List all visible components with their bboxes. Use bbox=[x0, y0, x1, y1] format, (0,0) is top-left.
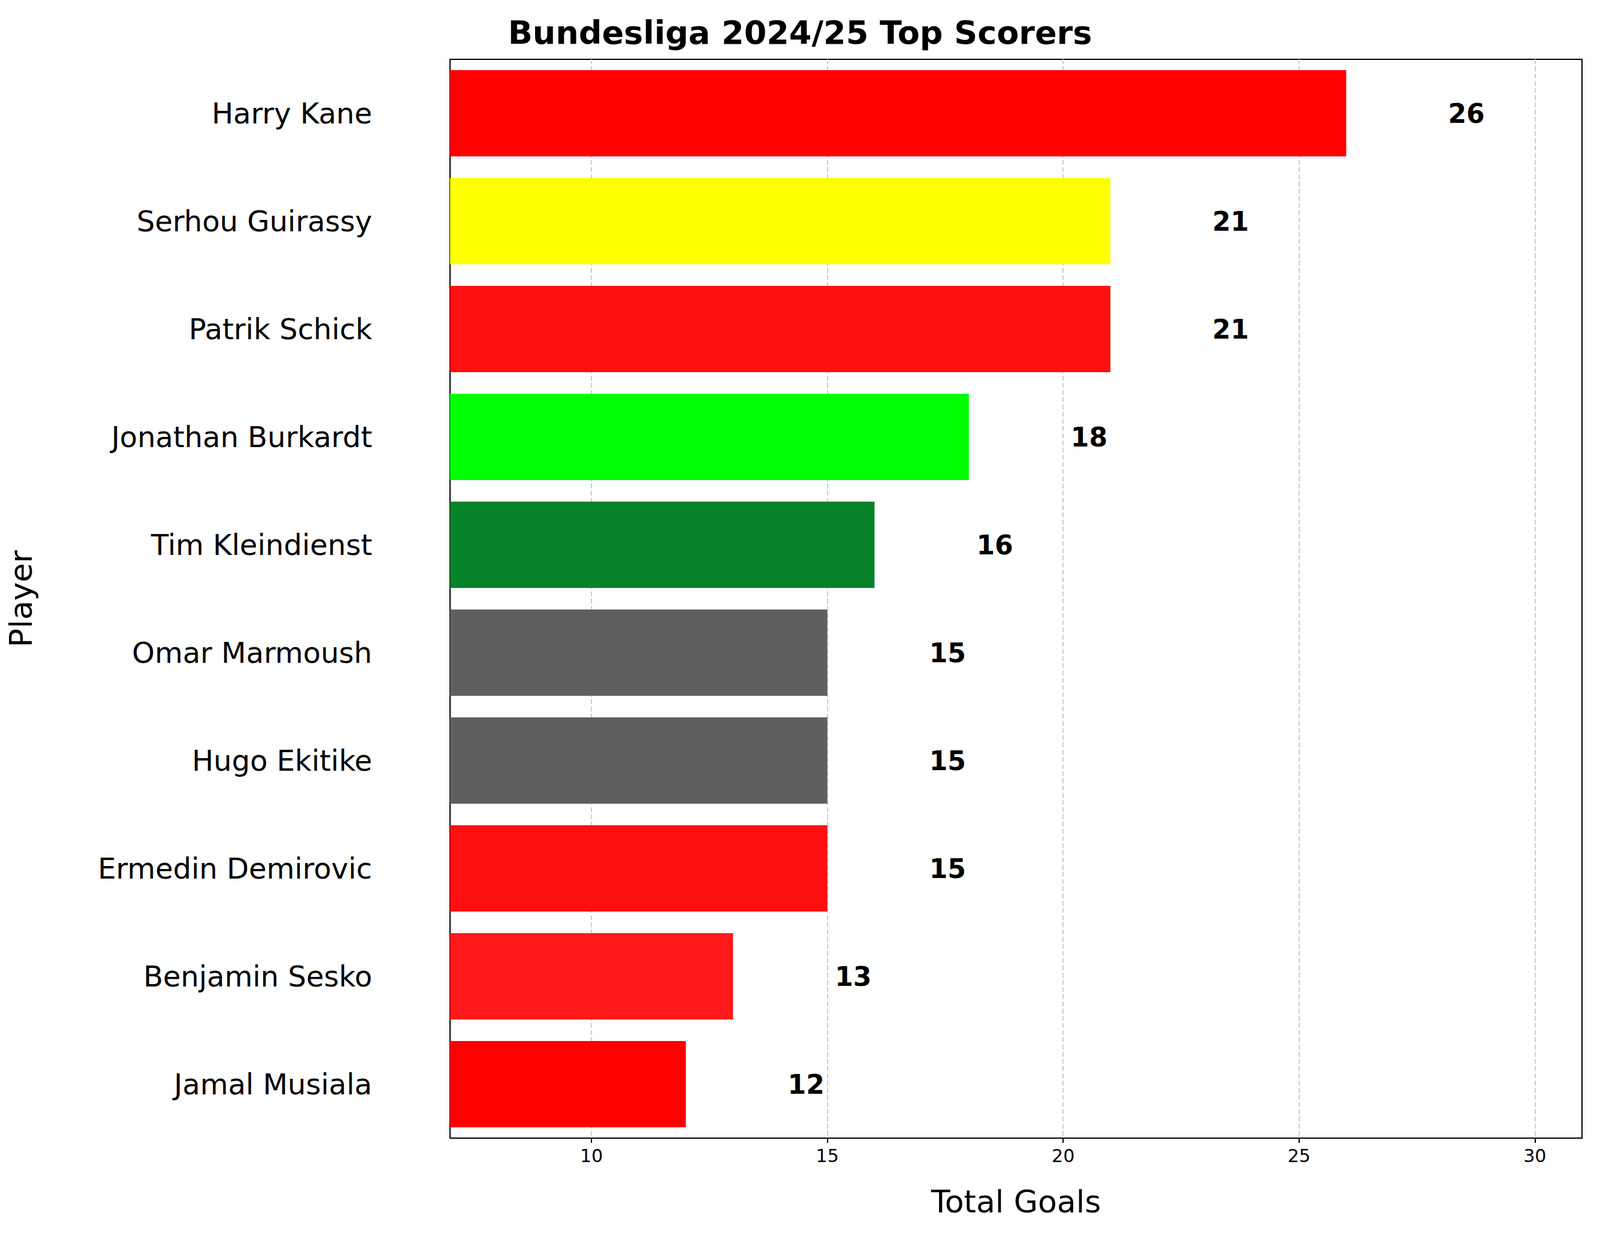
svg-text:13: 13 bbox=[834, 961, 872, 992]
svg-text:30: 30 bbox=[1523, 1145, 1547, 1167]
svg-text:21: 21 bbox=[1212, 206, 1249, 237]
svg-text:Ermedin Demirovic: Ermedin Demirovic bbox=[97, 851, 373, 886]
svg-text:15: 15 bbox=[929, 637, 966, 669]
svg-text:Omar Marmoush: Omar Marmoush bbox=[131, 635, 373, 670]
svg-text:Player: Player bbox=[2, 549, 39, 647]
svg-text:Jamal Musiala: Jamal Musiala bbox=[171, 1067, 373, 1101]
svg-text:18: 18 bbox=[1070, 421, 1108, 453]
svg-text:25: 25 bbox=[1287, 1145, 1311, 1167]
svg-text:Tim Kleindienst: Tim Kleindienst bbox=[150, 527, 373, 562]
svg-text:Bundesliga 2024/25 Top Scorers: Bundesliga 2024/25 Top Scorers bbox=[508, 13, 1093, 52]
svg-text:Patrik Schick: Patrik Schick bbox=[188, 312, 373, 346]
svg-text:Jonathan Burkardt: Jonathan Burkardt bbox=[109, 420, 373, 454]
svg-text:16: 16 bbox=[976, 529, 1013, 561]
svg-text:15: 15 bbox=[929, 853, 966, 884]
svg-text:10: 10 bbox=[580, 1145, 603, 1167]
svg-text:Total Goals: Total Goals bbox=[930, 1183, 1102, 1220]
svg-text:20: 20 bbox=[1051, 1145, 1075, 1167]
svg-text:21: 21 bbox=[1212, 314, 1249, 345]
svg-text:26: 26 bbox=[1447, 98, 1485, 129]
svg-text:Harry Kane: Harry Kane bbox=[211, 96, 373, 131]
svg-text:15: 15 bbox=[816, 1145, 839, 1167]
svg-text:15: 15 bbox=[929, 745, 966, 777]
svg-text:12: 12 bbox=[788, 1069, 825, 1100]
svg-text:Hugo Ekitike: Hugo Ekitike bbox=[191, 743, 373, 778]
svg-text:Benjamin Sesko: Benjamin Sesko bbox=[143, 959, 373, 993]
svg-text:Serhou Guirassy: Serhou Guirassy bbox=[136, 204, 373, 238]
